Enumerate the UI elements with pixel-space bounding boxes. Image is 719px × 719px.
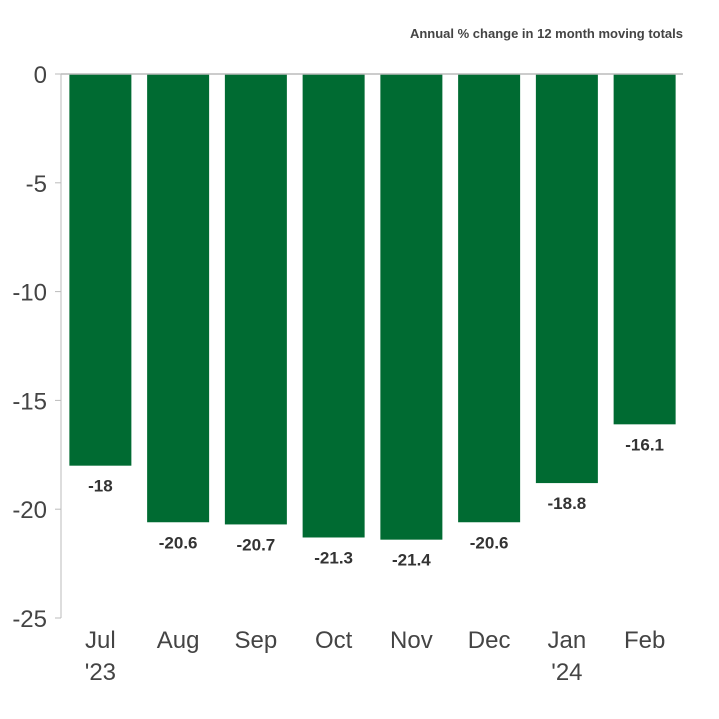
x-tick-label: Nov — [390, 627, 433, 654]
bar — [458, 74, 521, 523]
x-tick-label: Aug — [157, 627, 200, 654]
y-tick-label: -15 — [12, 388, 47, 415]
bar — [69, 74, 132, 466]
bar — [224, 74, 287, 525]
x-tick-label: Sep — [235, 627, 278, 654]
y-ticks-group: 0 -5 -10 -15 -20 -25 — [12, 62, 61, 633]
x-tick-label: Feb — [624, 627, 665, 654]
x-tick-label: Jan — [548, 627, 587, 654]
x-tick-label: '24 — [551, 659, 582, 686]
data-label: -16.1 — [625, 435, 664, 454]
data-label: -21.4 — [392, 551, 431, 570]
y-tick-label: -20 — [12, 497, 47, 524]
bar — [147, 74, 210, 523]
chart-subtitle: Annual % change in 12 month moving total… — [410, 26, 683, 41]
x-tick-label: '23 — [85, 659, 116, 686]
x-tick-label: Jul — [85, 627, 116, 654]
x-labels-group: Jul '23 Aug Sep Oct Nov Dec Jan '24 Feb — [85, 627, 666, 686]
bar — [613, 74, 676, 425]
data-labels-group: -18 -20.6 -20.7 -21.3 -21.4 -20.6 -18.8 -16.1 — [88, 435, 664, 569]
y-tick-label: 0 — [34, 62, 47, 89]
bar — [535, 74, 598, 484]
data-label: -18 — [88, 477, 113, 496]
bar — [380, 74, 443, 540]
data-label: -20.7 — [237, 535, 276, 554]
bars-group — [69, 74, 676, 540]
bar — [302, 74, 365, 538]
y-tick-label: -25 — [12, 606, 47, 633]
data-label: -21.3 — [314, 548, 353, 567]
data-label: -18.8 — [548, 494, 587, 513]
y-tick-label: -5 — [26, 171, 47, 198]
data-label: -20.6 — [159, 533, 198, 552]
x-tick-label: Oct — [315, 627, 353, 654]
x-tick-label: Dec — [468, 627, 511, 654]
y-tick-label: -10 — [12, 280, 47, 307]
data-label: -20.6 — [470, 533, 509, 552]
